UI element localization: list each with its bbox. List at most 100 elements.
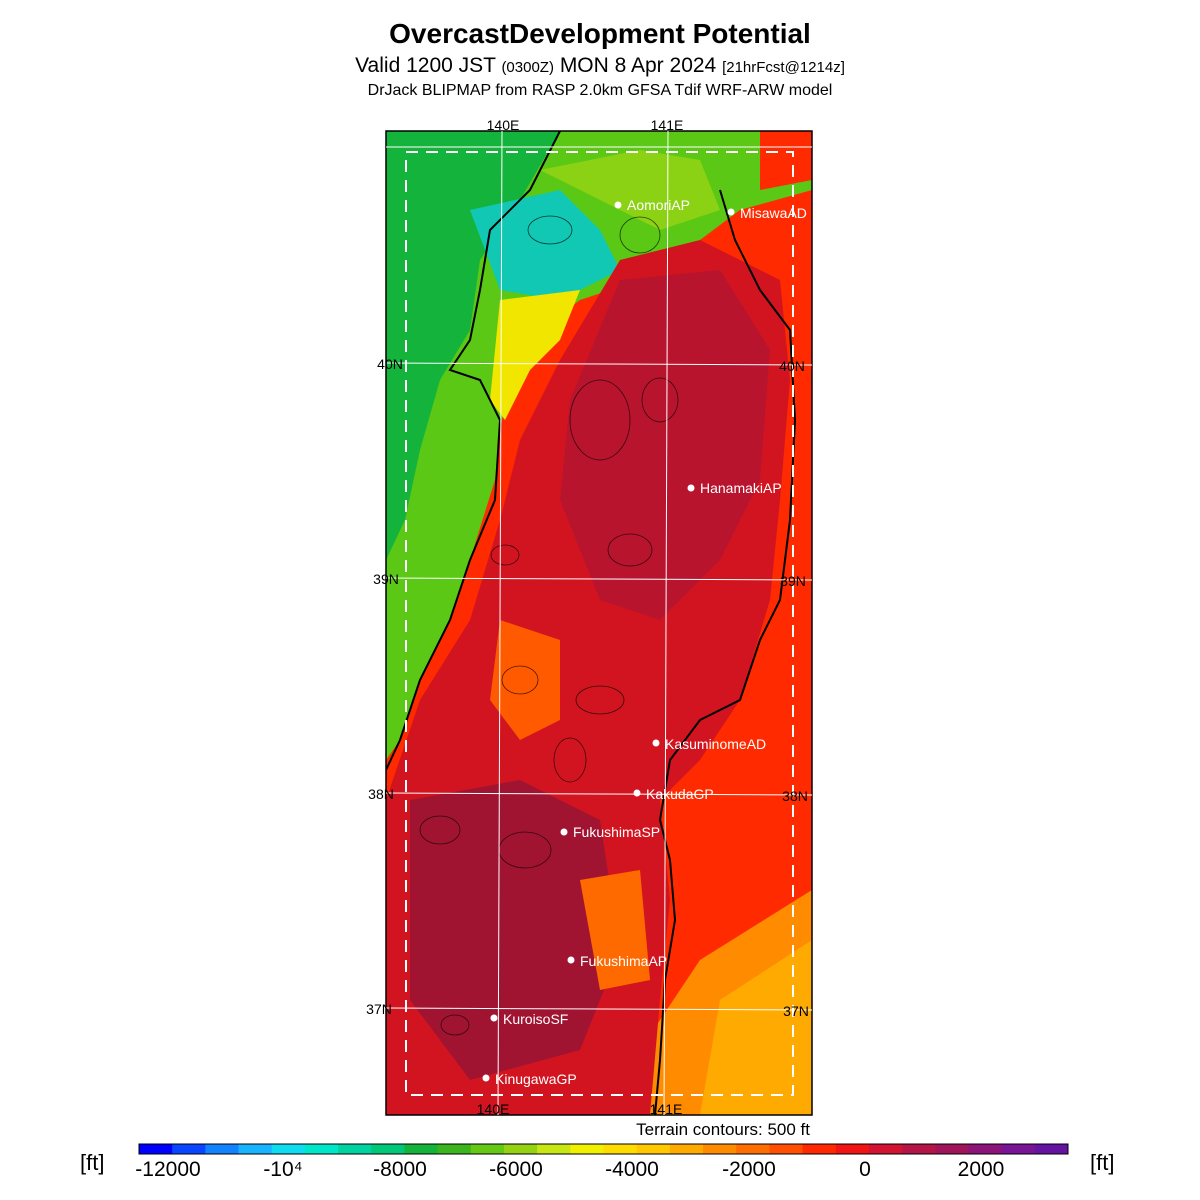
- colorbar-swatch: [139, 1144, 173, 1154]
- terrain-contours: [419, 215, 679, 1036]
- station-dot-kuroisosf[interactable]: [490, 1014, 498, 1022]
- map-field: [386, 131, 812, 1115]
- lon-label-top-140e: 140E: [487, 117, 520, 133]
- parallel-38n: [385, 792, 813, 796]
- station-label-misawaad: MisawaAD: [740, 205, 807, 221]
- parallel-40n: [385, 362, 813, 366]
- forecast-label: [21hrFcst@1214z]: [722, 59, 845, 76]
- yellow-band: [490, 290, 580, 420]
- colorbar-swatch: [935, 1144, 969, 1154]
- colorbar-swatch: [371, 1144, 405, 1154]
- map-frame: [385, 130, 813, 1116]
- colorbar-tick-label: 0: [859, 1158, 871, 1181]
- date-label: MON 8 Apr 2024: [559, 54, 717, 77]
- lat-label-right-37n: 37N: [783, 1003, 809, 1019]
- lon-label-bottom-141e: 141E: [650, 1101, 683, 1117]
- parallel-39n: [385, 577, 813, 581]
- colorbar-tick-label: -12000: [135, 1158, 201, 1181]
- station-dot-misawaad[interactable]: [727, 208, 735, 216]
- lat-label-left-40n: 40N: [377, 356, 403, 372]
- northwest-green-area: [386, 131, 560, 560]
- station-dot-kakudagp[interactable]: [633, 789, 641, 797]
- station-label-kinugawagp: KinugawaGP: [495, 1071, 577, 1087]
- colorbar-tick-label: -4000: [605, 1158, 659, 1181]
- meridian-141e: [663, 130, 669, 1116]
- southern-mountains-area: [410, 780, 620, 1080]
- colorbar-tick-label: -8000: [373, 1158, 427, 1181]
- graticule: [385, 130, 813, 1116]
- station-label-hanamakiap: HanamakiAP: [700, 480, 782, 496]
- valid-label: Valid 1200 JST: [355, 54, 496, 77]
- station-dot-kinugawagp[interactable]: [482, 1074, 490, 1082]
- parallel-37n: [385, 1007, 813, 1011]
- inner-domain-box: [405, 151, 794, 1096]
- colorbar-swatch: [470, 1144, 505, 1154]
- southeast-lighter-area: [700, 940, 812, 1115]
- colorbar-swatch: [1034, 1144, 1069, 1154]
- utc-label: (0300Z): [501, 59, 554, 76]
- station-label-fukushimaap: FukushimaAP: [580, 953, 667, 969]
- colorbar-swatch: [537, 1144, 571, 1154]
- ou-mountains-area: [560, 270, 770, 620]
- station-label-kasuminomead: KasuminomeAD: [665, 736, 766, 752]
- colorbar-tick-label: -2000: [722, 1158, 776, 1181]
- colorbar-swatch: [1001, 1144, 1036, 1154]
- colorbar-swatch: [205, 1144, 240, 1154]
- model-description: DrJack BLIPMAP from RASP 2.0km GFSA Tdif…: [367, 82, 833, 99]
- colorbar-swatch: [570, 1144, 604, 1154]
- station-dot-hanamakiap[interactable]: [687, 484, 695, 492]
- colorbar-swatch: [271, 1144, 306, 1154]
- orange-patch-2: [580, 870, 650, 990]
- orange-patch-1: [490, 620, 560, 740]
- colorbar-swatch: [802, 1144, 837, 1154]
- station-dot-aomoriap[interactable]: [614, 201, 622, 209]
- station-markers: AomoriAP MisawaAD HanamakiAP KasuminomeA…: [482, 197, 807, 1087]
- station-label-fukushimasp: FukushimaSP: [573, 824, 660, 840]
- map-title: OvercastDevelopment Potential: [389, 18, 811, 49]
- colorbar-swatch: [669, 1144, 704, 1154]
- lat-label-right-38n: 38N: [782, 788, 808, 804]
- terrain-contour-note: Terrain contours: 500 ft: [636, 1120, 810, 1139]
- colorbar-tick-label: -6000: [489, 1158, 543, 1181]
- lat-label-right-39n: 39N: [780, 573, 806, 589]
- colorbar-swatch: [338, 1144, 372, 1154]
- colorbar-swatch: [835, 1144, 870, 1154]
- station-dot-kasuminomead[interactable]: [652, 739, 660, 747]
- colorbar-swatch: [902, 1144, 936, 1154]
- valid-time-line: Valid 1200 JST (0300Z) MON 8 Apr 2024 [2…: [0, 54, 1200, 78]
- station-label-aomoriap: AomoriAP: [627, 197, 690, 213]
- colorbar-swatch: [437, 1144, 472, 1154]
- colorbar-swatch: [736, 1144, 770, 1154]
- colorbar-swatch: [172, 1144, 206, 1154]
- colorbar-swatch: [404, 1144, 439, 1154]
- lon-label-bottom-140e: 140E: [477, 1101, 510, 1117]
- colorbar-swatch: [304, 1144, 339, 1154]
- station-label-kakudagp: KakudaGP: [646, 786, 714, 802]
- colorbar-swatch: [503, 1144, 538, 1154]
- aomori-yellowgreen-area: [540, 150, 720, 230]
- colorbar-tick-label: -10⁴: [263, 1158, 303, 1181]
- lat-label-right-40n: 40N: [779, 358, 805, 374]
- colorbar: [138, 1143, 1069, 1155]
- lon-label-top-141e: 141E: [651, 117, 684, 133]
- station-label-kuroisosf: KuroisoSF: [503, 1011, 568, 1027]
- east-coastline: [654, 189, 797, 1115]
- colorbar-unit-left: [ft]: [80, 1150, 105, 1175]
- colorbar-swatch: [238, 1144, 273, 1154]
- colorbar-swatch: [703, 1144, 737, 1154]
- colorbar-frame: [138, 1143, 1069, 1155]
- lat-label-left-37n: 37N: [366, 1001, 392, 1017]
- colorbar-swatch: [603, 1144, 638, 1154]
- lat-label-left-39n: 39N: [373, 571, 399, 587]
- colorbar-swatch: [868, 1144, 903, 1154]
- west-coastline: [386, 131, 561, 771]
- colorbar-swatch: [968, 1144, 1003, 1154]
- station-dot-fukushimasp[interactable]: [560, 828, 568, 836]
- station-dot-fukushimaap[interactable]: [567, 956, 575, 964]
- colorbar-tick-label: 2000: [957, 1158, 1005, 1181]
- northeast-red-area: [760, 131, 812, 190]
- colorbar-unit-right: [ft]: [1090, 1150, 1115, 1175]
- sea-of-japan-field: [386, 131, 812, 760]
- colorbar-swatch: [769, 1144, 804, 1154]
